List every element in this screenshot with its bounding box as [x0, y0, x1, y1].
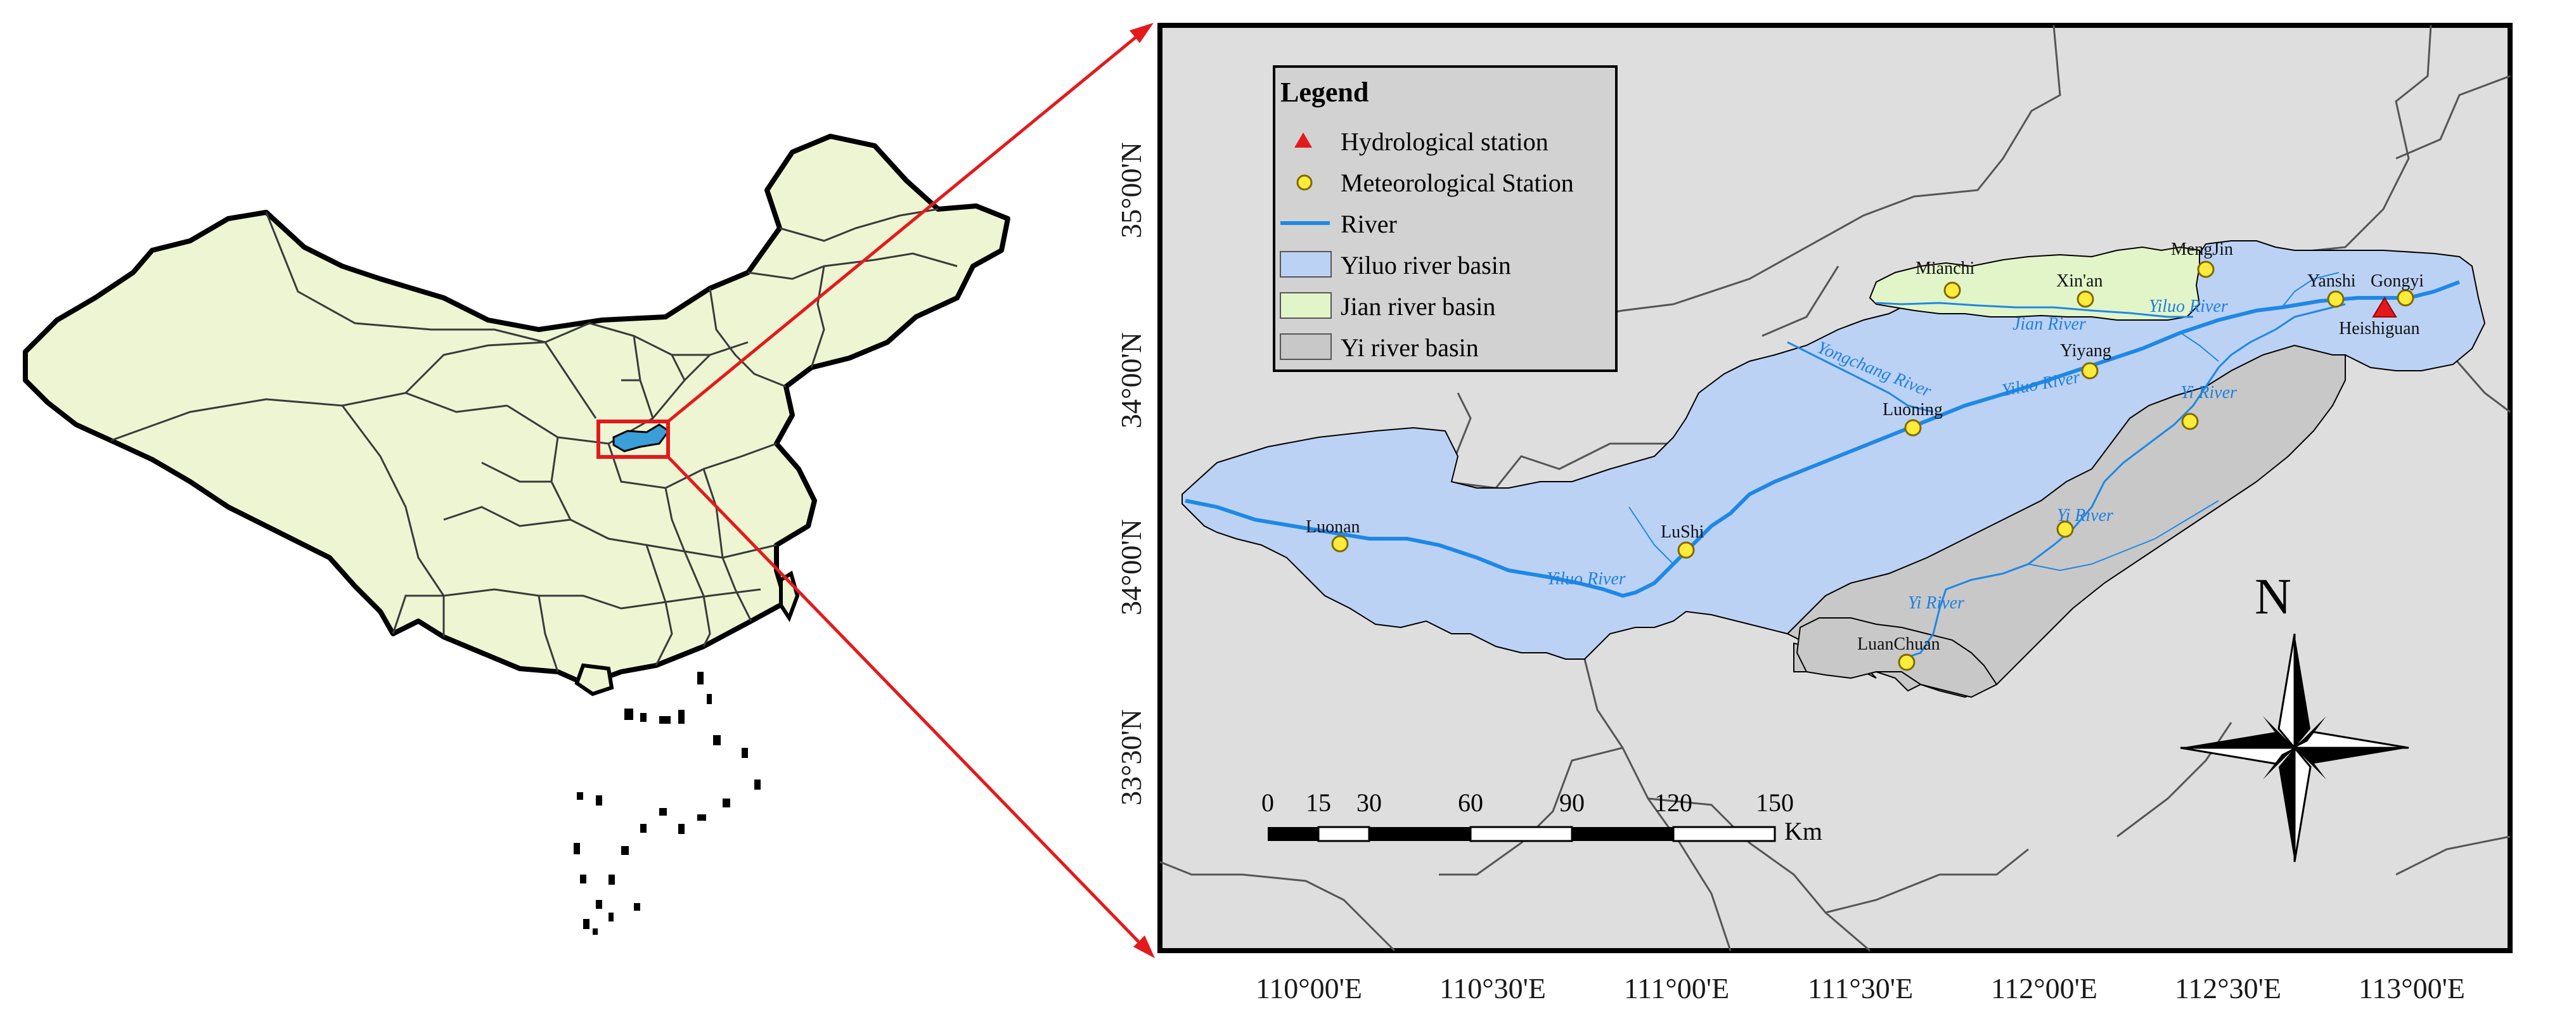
legend-yiluo-swatch: [1280, 251, 1332, 278]
lon-label: 112°30'E: [2175, 972, 2281, 1004]
station-gongyi: [2397, 289, 2414, 307]
latitude-labels: 35°00'N 34°00'N 34°00'N 33°30'N: [1115, 142, 1147, 805]
legend: Legend Hydrological station Meteorologic…: [1273, 65, 1618, 372]
legend-title: Legend: [1280, 77, 1368, 108]
yi-river-basin-south: [1796, 617, 1998, 698]
lat-label: 35°00'N: [1115, 142, 1147, 238]
north-label: N: [2255, 569, 2291, 625]
scale-bar: 0 15 30 60 90 120 150 Km: [1261, 788, 1822, 845]
minor-tributary-1: [1628, 506, 1674, 565]
highlight-box: [596, 420, 670, 459]
station-yi-b: [2056, 520, 2074, 538]
zoom-connectors: [667, 23, 1155, 958]
legend-jian-swatch: [1280, 292, 1332, 319]
scale-tick-label: 60: [1458, 788, 1483, 817]
station-yiyang: [2081, 362, 2099, 380]
scale-tick-label: 120: [1654, 788, 1692, 817]
station-mengjin: [2197, 260, 2215, 278]
detail-map: Yiluo River Jian River Yongchang River Y…: [1157, 23, 2513, 953]
hainan-island: [574, 663, 614, 696]
station-labels: Mianchi Xin'an MengJin Yanshi Gongyi Yiy…: [1306, 240, 2424, 654]
minor-tributary-3: [2180, 332, 2219, 362]
scale-tick-label: 90: [1559, 788, 1585, 817]
station-luoning: [1904, 419, 1922, 437]
scale-tick-label: 150: [1756, 788, 1794, 817]
station-label: Xin'an: [2056, 271, 2103, 291]
station-lushi: [1677, 541, 1695, 559]
station-yanshi: [2327, 290, 2345, 308]
lon-label: 111°30'E: [1808, 972, 1913, 1004]
station-label: Luonan: [1306, 517, 1360, 537]
station-mianchi: [1943, 281, 1961, 299]
lon-label: 111°00'E: [1624, 972, 1729, 1004]
legend-item-label: Meteorological Station: [1341, 169, 1574, 197]
legend-item-label: Yi river basin: [1341, 333, 1479, 362]
minor-tributary-2: [2281, 272, 2340, 308]
jian-river: [1876, 302, 2193, 318]
legend-item-label: Hydrological station: [1341, 127, 1549, 156]
yiluo-river-basin: [1182, 240, 2486, 660]
longitude-labels: 110°00'E 110°30'E 111°00'E 111°30'E 112°…: [1256, 972, 2465, 1004]
lat-label: 34°00'N: [1115, 332, 1147, 428]
yi-tributary: [2028, 500, 2219, 572]
meteorological-stations: [1331, 260, 2414, 671]
station-label: Heishiguan: [2339, 319, 2420, 338]
scale-tick-label: 30: [1356, 788, 1382, 817]
lat-label: 33°30'N: [1115, 709, 1147, 805]
lat-label: 34°00'N: [1115, 519, 1147, 615]
legend-item-label: River: [1341, 210, 1397, 238]
lon-label: 113°00'E: [2359, 972, 2465, 1004]
yongchang-river: [1787, 341, 1934, 413]
legend-hydro-symbol: [1294, 132, 1312, 148]
river-label: Yiluo River: [1547, 569, 1626, 589]
station-label: MengJin: [2171, 240, 2233, 259]
station-label: LuanChuan: [1857, 634, 1940, 654]
scale-tick-label: 0: [1261, 788, 1274, 817]
south-china-sea-islands: [574, 672, 761, 935]
station-label: LuShi: [1661, 522, 1704, 542]
station-label: Gongyi: [2371, 271, 2424, 291]
legend-box: [1273, 65, 1618, 372]
station-yi-a: [2181, 413, 2199, 430]
china-outline: [23, 134, 1010, 687]
river-network: [1185, 272, 2461, 660]
north-arrow: N: [2180, 569, 2409, 863]
legend-item-label: Jian river basin: [1341, 292, 1495, 321]
legend-meteo-symbol: [1296, 174, 1313, 191]
scale-tick-label: 15: [1306, 788, 1331, 817]
river-label: Yi River: [2180, 383, 2237, 402]
scale-unit: Km: [1784, 817, 1822, 845]
overview-basin: [612, 423, 671, 452]
legend-yi-swatch: [1280, 333, 1332, 360]
lon-label: 110°30'E: [1439, 972, 1546, 1004]
river-label: Jian River: [2012, 314, 2086, 334]
station-luanchuan: [1898, 653, 1916, 671]
station-luonan: [1331, 535, 1349, 553]
hydrological-station-heishiguan: [2372, 297, 2397, 318]
lon-label: 110°00'E: [1256, 972, 1362, 1004]
station-label: Mianchi: [1916, 259, 1975, 278]
station-xinan: [2077, 290, 2094, 308]
province-boundaries: [110, 208, 958, 672]
river-label: Yi River: [1908, 593, 1964, 613]
jian-river-basin: [1869, 246, 2201, 321]
station-label: Luoning: [1883, 400, 1943, 420]
station-label: Yanshi: [2307, 271, 2356, 291]
china-overview-map: [23, 134, 1010, 935]
yiluo-river-main: [1185, 280, 2461, 598]
station-label: Yiyang: [2060, 341, 2111, 361]
lon-label: 112°00'E: [1991, 972, 2097, 1004]
river-label: Yiluo River: [2149, 297, 2228, 316]
yi-river: [1901, 303, 2346, 660]
legend-item-label: Yiluo river basin: [1341, 251, 1511, 279]
